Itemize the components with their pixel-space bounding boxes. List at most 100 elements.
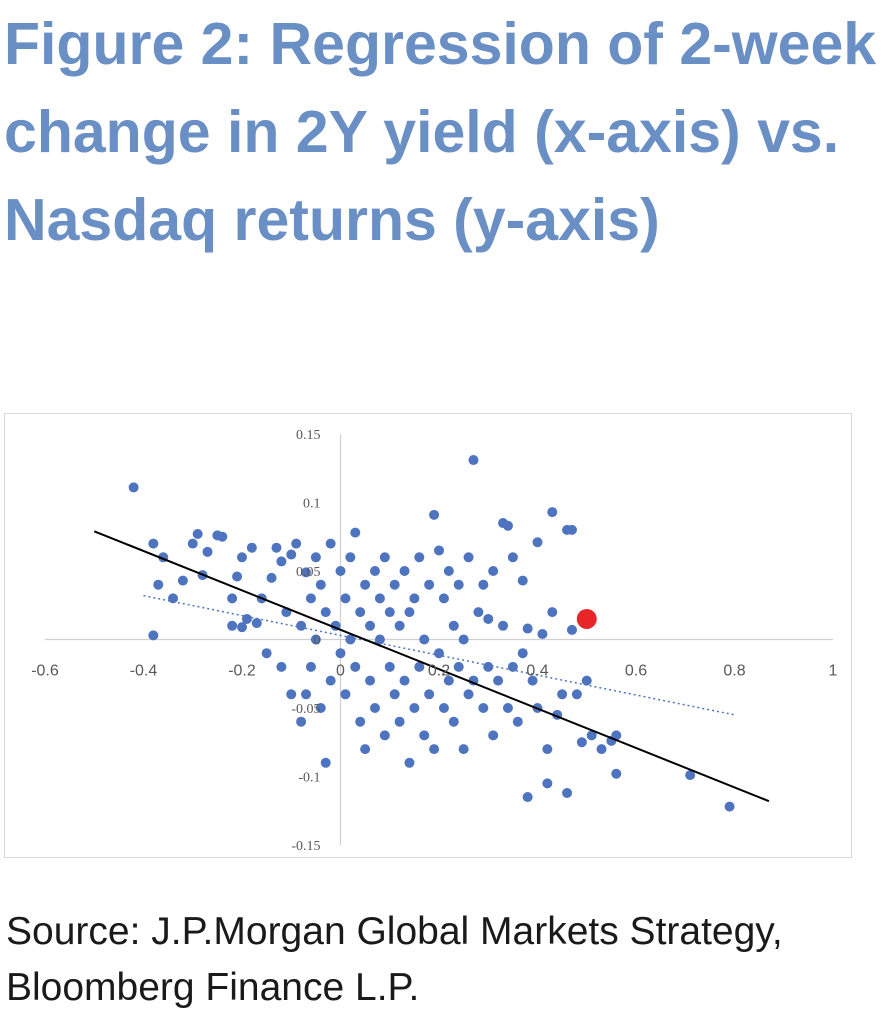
y-tick-label: -0.15 (291, 839, 320, 854)
data-point (301, 567, 312, 578)
data-point (542, 778, 553, 789)
data-point (350, 527, 361, 538)
data-point (374, 634, 385, 645)
data-point (414, 552, 425, 563)
data-point (227, 620, 238, 631)
data-point (237, 622, 247, 633)
data-point (384, 607, 395, 618)
data-point (394, 620, 405, 631)
lines-layer (93, 530, 770, 803)
data-point (217, 531, 228, 542)
data-point (360, 579, 371, 590)
x-tick-label: -0.4 (130, 663, 158, 680)
data-point (345, 552, 356, 563)
data-point (374, 593, 385, 604)
data-point (443, 566, 454, 576)
x-tick-label: 0.6 (625, 663, 647, 680)
data-point (345, 634, 356, 645)
data-point (547, 607, 558, 618)
data-point (478, 703, 489, 713)
x-tick-label: 1 (829, 663, 838, 680)
data-point (414, 661, 425, 672)
data-point (177, 575, 188, 586)
data-point (360, 744, 371, 755)
data-point (571, 689, 582, 700)
data-point (310, 552, 321, 563)
data-point (266, 572, 277, 583)
data-point (458, 744, 469, 755)
data-point (325, 675, 336, 686)
data-point (340, 689, 351, 700)
data-point (246, 542, 257, 553)
data-point (320, 607, 331, 618)
data-point (522, 623, 533, 634)
axes-layer (45, 434, 833, 845)
data-point (517, 648, 528, 659)
data-point (611, 768, 622, 779)
data-point (453, 661, 464, 672)
data-point (399, 675, 410, 686)
x-tick-label: 0.4 (526, 663, 548, 680)
data-point (384, 661, 395, 672)
data-point (458, 634, 469, 645)
scatter-chart: -0.6 -0.4 -0.2 0 0.2 0.4 0.6 0.8 1 0.15 0.1 0.05 0 -0… (4, 413, 852, 858)
data-point (724, 801, 735, 812)
data-point (335, 648, 346, 659)
data-point (192, 529, 203, 540)
data-point (286, 689, 297, 700)
data-point (434, 648, 444, 659)
data-point (399, 566, 410, 576)
data-point (424, 689, 435, 700)
data-point (507, 661, 518, 672)
data-point (502, 520, 513, 531)
data-point (409, 703, 420, 713)
data-point (429, 509, 440, 520)
data-point (128, 482, 139, 493)
highlight-point (576, 608, 597, 629)
data-point (369, 566, 380, 576)
data-point (355, 716, 366, 727)
data-point (310, 634, 321, 645)
x-tick-label: 0 (336, 663, 345, 680)
data-point (463, 552, 474, 563)
data-point (547, 507, 558, 518)
y-tick-label: 0.05 (296, 565, 321, 580)
data-point (517, 575, 528, 586)
data-point (488, 566, 499, 576)
data-point (453, 579, 464, 590)
source-note: Source: J.P.Morgan Global Markets Strate… (6, 910, 783, 1009)
data-point (168, 593, 179, 604)
data-point (296, 620, 307, 631)
data-point (389, 689, 400, 700)
data-point (424, 579, 435, 590)
data-point (438, 593, 449, 604)
data-point (276, 556, 287, 567)
y-tick-label: 0.1 (303, 497, 321, 512)
points-layer (128, 455, 735, 812)
data-point (394, 716, 405, 727)
data-point (532, 537, 543, 548)
data-point (409, 593, 420, 604)
data-point (473, 607, 484, 618)
data-point (502, 703, 513, 713)
data-point (448, 620, 459, 631)
data-point (419, 730, 430, 741)
page-title: Figure 2: Regression of 2-week change in… (4, 11, 877, 253)
data-point (261, 648, 272, 659)
data-point (202, 546, 213, 557)
data-point (227, 593, 238, 604)
data-point (685, 770, 696, 781)
data-point (315, 579, 326, 590)
data-point (320, 757, 331, 768)
data-point (291, 538, 302, 549)
data-point (153, 579, 164, 590)
data-point (232, 571, 243, 582)
data-point (463, 689, 474, 700)
data-point (389, 579, 400, 590)
y-tick-label: 0.15 (296, 428, 321, 443)
x-tick-label: 0.2 (428, 663, 450, 680)
data-point (365, 620, 376, 631)
data-point (350, 661, 361, 672)
data-point (557, 689, 568, 700)
data-point (498, 620, 509, 631)
